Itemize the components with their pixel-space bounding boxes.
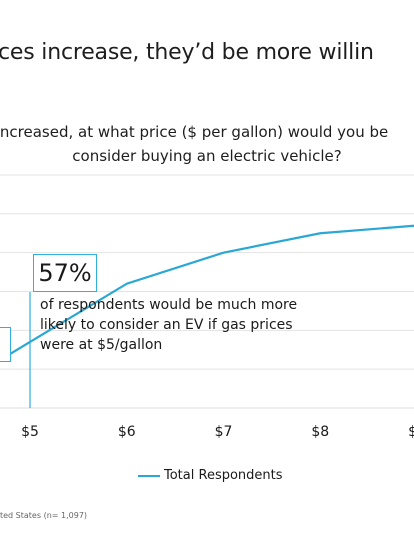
source-note: ted States (n= 1,097) [0, 511, 88, 520]
legend: Total Respondents [138, 468, 283, 483]
chart-question: e increased, at what price ($ per gallon… [0, 120, 414, 168]
gridlines [0, 174, 414, 409]
x-tick-label: $8 [311, 424, 329, 440]
callout-percent: 57% [33, 254, 97, 292]
x-axis-ticks: $5 $6 $7 $8 $9 [21, 424, 414, 440]
question-line-2: consider buying an electric vehicle? [72, 147, 342, 165]
legend-swatch [138, 474, 160, 477]
x-tick-label: $5 [21, 424, 39, 440]
x-tick-label: $6 [118, 424, 136, 440]
partial-callout-box [0, 327, 11, 362]
series-line-total-respondents [0, 224, 414, 362]
x-tick-label: $7 [215, 424, 233, 440]
x-tick-label: $9 [408, 424, 414, 440]
question-line-1: e increased, at what price ($ per gallon… [0, 123, 389, 141]
headline: ces increase, they’d be more willin [0, 40, 374, 65]
legend-label: Total Respondents [164, 468, 283, 483]
callout-text: of respondents would be much more likely… [40, 297, 298, 353]
